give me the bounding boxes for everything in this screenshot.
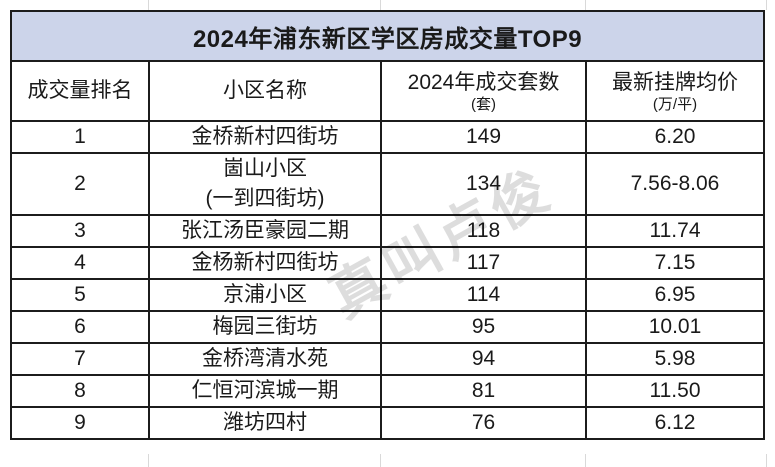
column-header-rank: 成交量排名 [10,60,150,122]
column-header-label: 成交量排名 [27,79,133,102]
community-name: 京浦小区 [223,283,307,306]
community-cell: 张江汤臣豪园二期 [148,214,382,248]
table-header-row: 成交量排名 小区名称 2024年成交套数 (套) 最新挂牌均价 (万/平) [10,60,766,122]
gridline-stub [585,0,586,10]
gridline-stub [380,0,381,10]
table-row: 7 金桥湾清水苑 94 5.98 [10,342,766,376]
price-cell: 6.20 [584,120,766,154]
table-row: 4 金杨新村四街坊 117 7.15 [10,246,766,280]
community-name: 崮山小区 [223,157,307,180]
column-header-sub: (万/平) [652,95,698,113]
gridline-stub [585,454,586,467]
community-cell: 崮山小区 (一到四街坊) [148,152,382,216]
gridline-stub [380,454,381,467]
community-name: 金桥湾清水苑 [202,347,328,370]
community-cell: 金杨新村四街坊 [148,246,382,280]
gridline-stub [148,454,149,467]
community-name: 金桥新村四街坊 [191,125,339,148]
column-header-label: 最新挂牌均价 [612,70,738,94]
community-name: 金杨新村四街坊 [191,251,339,274]
price-cell: 7.15 [584,246,766,280]
rank-cell: 8 [10,374,150,408]
deals-cell: 81 [380,374,587,408]
price-cell: 6.12 [584,406,766,440]
table-row: 3 张江汤臣豪园二期 118 11.74 [10,214,766,248]
community-cell: 京浦小区 [148,278,382,312]
deals-cell: 149 [380,120,587,154]
community-name-line2: (一到四街坊) [205,187,325,210]
price-cell: 11.50 [584,374,766,408]
community-name: 张江汤臣豪园二期 [181,219,349,242]
community-cell: 金桥湾清水苑 [148,342,382,376]
column-header-deals: 2024年成交套数 (套) [380,60,587,122]
rank-cell: 5 [10,278,150,312]
deals-cell: 114 [380,278,587,312]
price-cell: 6.95 [584,278,766,312]
column-header-price: 最新挂牌均价 (万/平) [584,60,766,122]
table-row: 1 金桥新村四街坊 149 6.20 [10,120,766,154]
table-row: 6 梅园三街坊 95 10.01 [10,310,766,344]
rank-cell: 6 [10,310,150,344]
column-header-community: 小区名称 [148,60,382,122]
price-cell: 11.74 [584,214,766,248]
table-row: 9 潍坊四村 76 6.12 [10,406,766,440]
gridline-stub [766,0,767,10]
table-row: 8 仁恒河滨城一期 81 11.50 [10,374,766,408]
deals-cell: 94 [380,342,587,376]
rank-cell: 4 [10,246,150,280]
deals-cell: 134 [380,152,587,216]
price-cell: 7.56-8.06 [584,152,766,216]
table-title-row: 2024年浦东新区学区房成交量TOP9 [9,10,766,62]
community-name: 梅园三街坊 [212,315,318,338]
deals-cell: 95 [380,310,587,344]
rank-cell: 3 [10,214,150,248]
deals-cell: 118 [380,214,587,248]
community-name: 潍坊四村 [223,411,307,434]
deals-cell: 117 [380,246,587,280]
rank-cell: 1 [10,120,150,154]
community-cell: 潍坊四村 [148,406,382,440]
column-header-label: 2024年成交套数 [407,70,560,94]
table-row: 5 京浦小区 114 6.95 [10,278,766,312]
price-cell: 10.01 [584,310,766,344]
gridline-stub [148,0,149,10]
community-name: 仁恒河滨城一期 [191,379,339,402]
page-title: 2024年浦东新区学区房成交量TOP9 [9,10,766,62]
community-cell: 仁恒河滨城一期 [148,374,382,408]
table-row: 2 崮山小区 (一到四街坊) 134 7.56-8.06 [10,152,766,216]
deals-cell: 76 [380,406,587,440]
column-header-label: 小区名称 [223,79,307,102]
column-header-sub: (套) [471,95,496,113]
rank-cell: 9 [10,406,150,440]
ranking-table: 2024年浦东新区学区房成交量TOP9 成交量排名 小区名称 2024年成交套数… [9,10,766,440]
rank-cell: 7 [10,342,150,376]
gridline-stub [766,454,767,467]
price-cell: 5.98 [584,342,766,376]
rank-cell: 2 [10,152,150,216]
community-cell: 金桥新村四街坊 [148,120,382,154]
community-cell: 梅园三街坊 [148,310,382,344]
